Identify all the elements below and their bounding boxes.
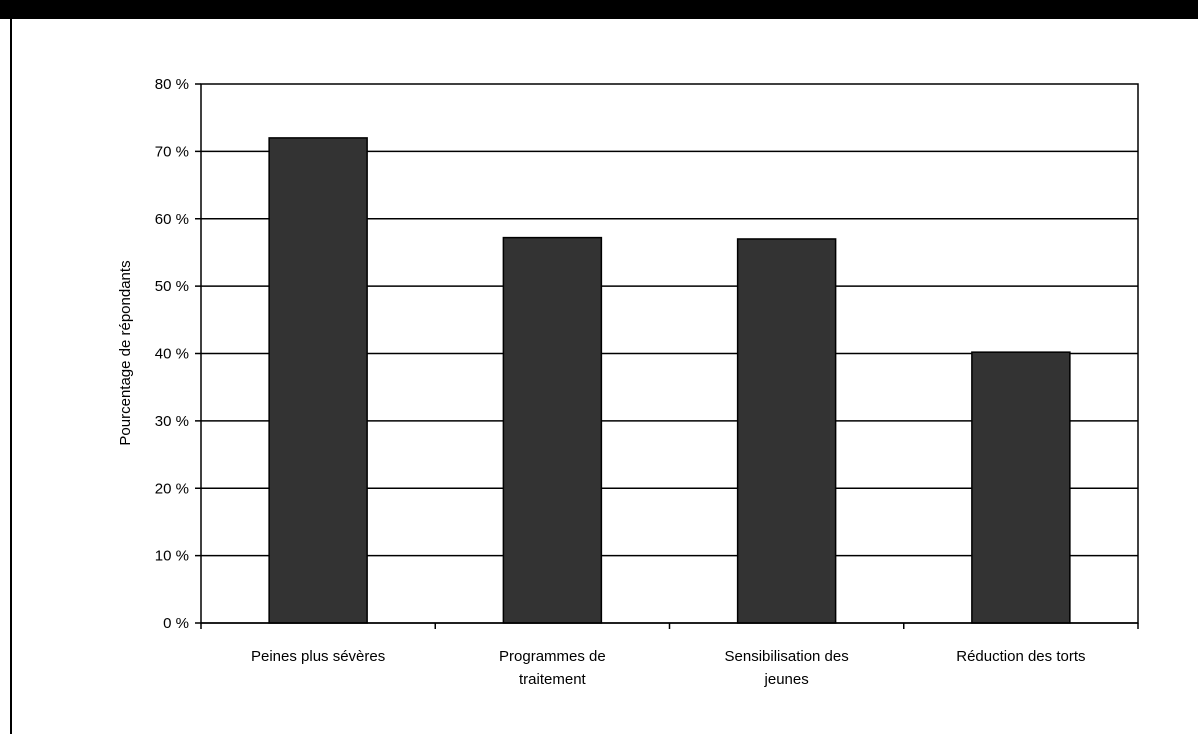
bar xyxy=(971,351,1071,624)
x-tick-label: Sensibilisation des jeunes xyxy=(725,648,849,688)
bar xyxy=(502,236,603,624)
bar xyxy=(268,137,368,624)
y-tick-label: 40 % xyxy=(155,346,189,363)
bars xyxy=(268,137,1071,624)
y-tick-label: 70 % xyxy=(155,143,189,160)
y-tick-label: 80 % xyxy=(155,76,189,93)
x-tick-label: Programmes de traitement xyxy=(499,648,606,688)
axes: 0 % 10 % 20 % 30 % 40 % 50 % 60 % 70 % 80 % Peine… xyxy=(155,76,1139,688)
y-tick-label: 20 % xyxy=(155,480,189,497)
top-border-bar xyxy=(0,0,1198,19)
x-tick-label: Peines plus sévères xyxy=(251,648,385,665)
left-border-rule xyxy=(10,19,12,734)
y-tick-label: 50 % xyxy=(155,278,189,295)
y-tick-label: 10 % xyxy=(155,548,189,565)
y-tick-label: 60 % xyxy=(155,211,189,228)
y-axis-title: Pourcentage de répondants xyxy=(117,260,134,445)
bar xyxy=(736,238,837,624)
x-tick-label: Réduction des torts xyxy=(956,648,1085,665)
y-tick-label: 0 % xyxy=(163,615,189,632)
y-tick-label: 30 % xyxy=(155,413,189,430)
